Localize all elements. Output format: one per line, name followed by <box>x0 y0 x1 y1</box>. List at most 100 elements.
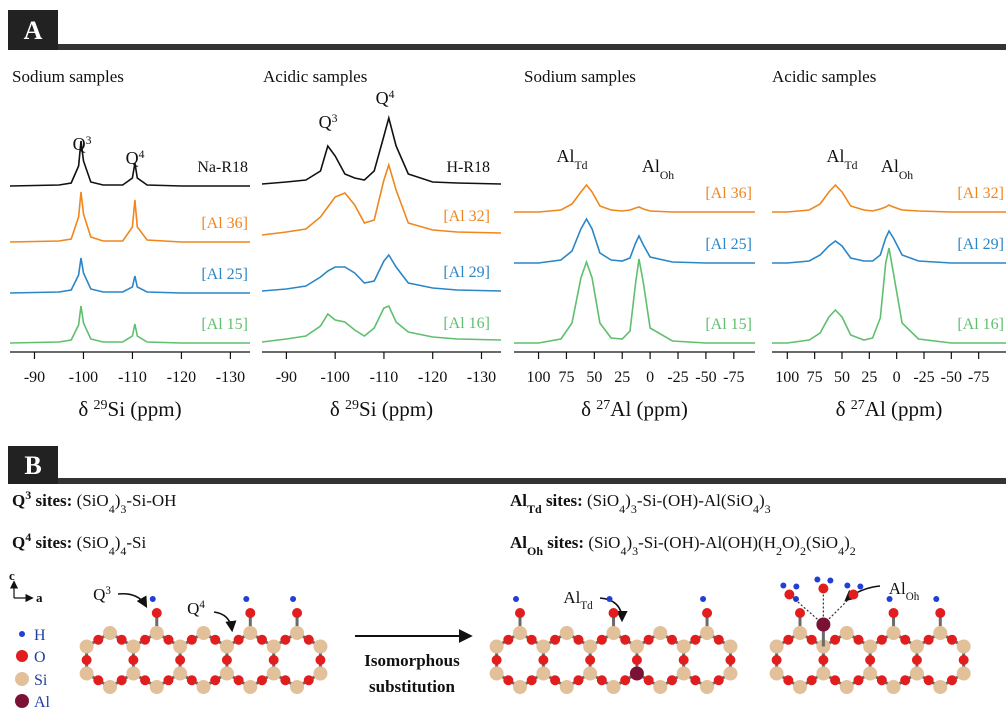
oxygen <box>292 608 303 618</box>
formula-part: Al <box>510 491 527 510</box>
formula-part: 4 <box>753 502 759 516</box>
x-tick-label: -50 <box>941 369 962 386</box>
x-axis-label-sup: 29 <box>94 398 108 413</box>
spectrum <box>9 191 250 243</box>
x-tick-label: -75 <box>968 369 989 386</box>
oxygen <box>116 675 127 686</box>
oxygen <box>830 675 841 686</box>
oxygen <box>608 608 619 618</box>
oxygen <box>526 675 537 686</box>
silicon <box>769 639 784 654</box>
oxygen <box>503 675 514 686</box>
label-base: Q <box>319 112 332 132</box>
oxygen <box>81 655 92 665</box>
oxygen <box>830 634 841 645</box>
oxygen <box>923 675 934 686</box>
silicon <box>700 626 715 640</box>
oxygen <box>923 634 934 645</box>
formula-part: -Si-(OH)-Al(SiO <box>637 491 753 510</box>
silicon <box>219 639 234 654</box>
oxygen <box>783 675 794 686</box>
hydrogen <box>606 596 613 602</box>
label: AlOh <box>881 156 913 182</box>
trace-label: [Al 25] <box>201 266 248 283</box>
oxygen <box>596 634 607 645</box>
oxygen <box>303 675 314 686</box>
spectrum <box>9 305 250 344</box>
oxygen <box>315 655 326 665</box>
oxygen <box>140 675 151 686</box>
label-base: Al <box>642 156 660 176</box>
pointer-arrow <box>117 592 148 608</box>
oxygen <box>280 634 291 645</box>
formula-part: Oh <box>527 544 543 558</box>
label: AlOh <box>889 579 920 603</box>
oxygen <box>573 634 584 645</box>
oxygen <box>491 655 502 665</box>
silicon <box>489 666 504 681</box>
silicon <box>559 626 574 640</box>
hydrogen <box>814 576 821 583</box>
silicon <box>839 626 854 640</box>
panel-b-rule <box>58 478 1006 484</box>
oxygen <box>151 608 162 618</box>
x-tick-label: 25 <box>861 369 877 386</box>
formula-part: 3 <box>120 502 126 516</box>
formula-part: Q <box>12 533 25 552</box>
oxygen <box>245 608 256 618</box>
label-base: Al <box>563 588 580 607</box>
oxygen <box>303 634 314 645</box>
silicon <box>956 639 971 654</box>
oxygen <box>233 675 244 686</box>
silicon <box>313 639 328 654</box>
oxygen <box>221 655 232 665</box>
oxygen <box>690 634 701 645</box>
hydrogen <box>700 596 707 602</box>
site-formula: AlOh sites: (SiO4)3-Si-(OH)-Al(OH)(H2O)2… <box>510 533 856 558</box>
oxygen <box>233 634 244 645</box>
x-axis-label-part: δ <box>581 397 596 421</box>
label: Q4 <box>126 148 145 169</box>
oxygen <box>163 634 174 645</box>
trace-label: [Al 36] <box>201 215 248 232</box>
silicon <box>149 680 164 694</box>
hydrogen <box>243 596 250 602</box>
silicon <box>103 680 117 694</box>
silicon <box>676 639 691 654</box>
hydrogen <box>844 582 851 589</box>
silicon <box>513 680 527 694</box>
oxygen <box>526 634 537 645</box>
label-sub: Td <box>575 159 588 172</box>
arrow-text: substitution <box>369 677 456 696</box>
oxygen <box>713 675 724 686</box>
oxygen <box>795 608 805 618</box>
silicon <box>243 626 258 640</box>
formula-part: (SiO <box>72 533 108 552</box>
label-sup: 4 <box>389 88 395 101</box>
oxygen <box>946 634 957 645</box>
oxygen <box>280 675 291 686</box>
trace-label: [Al 25] <box>705 236 752 253</box>
silicon <box>103 626 117 640</box>
x-tick-label: 75 <box>807 369 823 386</box>
formula-part: ) <box>759 491 765 510</box>
panel-label: A <box>24 16 43 45</box>
oxygen <box>784 589 795 600</box>
formula-part: 3 <box>631 502 637 516</box>
label: AlTd <box>557 146 588 172</box>
coordination <box>822 594 854 625</box>
x-axis-label-part: δ <box>330 397 345 421</box>
formula-part: 3 <box>632 544 638 558</box>
silicon <box>79 666 94 681</box>
x-axis-label: δ 27Al (ppm) <box>836 397 943 421</box>
silicon <box>723 666 738 681</box>
oxygen <box>550 675 561 686</box>
silicon <box>793 680 807 694</box>
oxygen <box>678 655 689 665</box>
hydrogen <box>933 596 940 602</box>
pointer-arrow <box>213 611 237 633</box>
hydrogen <box>857 583 864 590</box>
silicon <box>79 639 94 654</box>
spectrum <box>261 253 502 292</box>
label: AlTd <box>827 146 858 172</box>
